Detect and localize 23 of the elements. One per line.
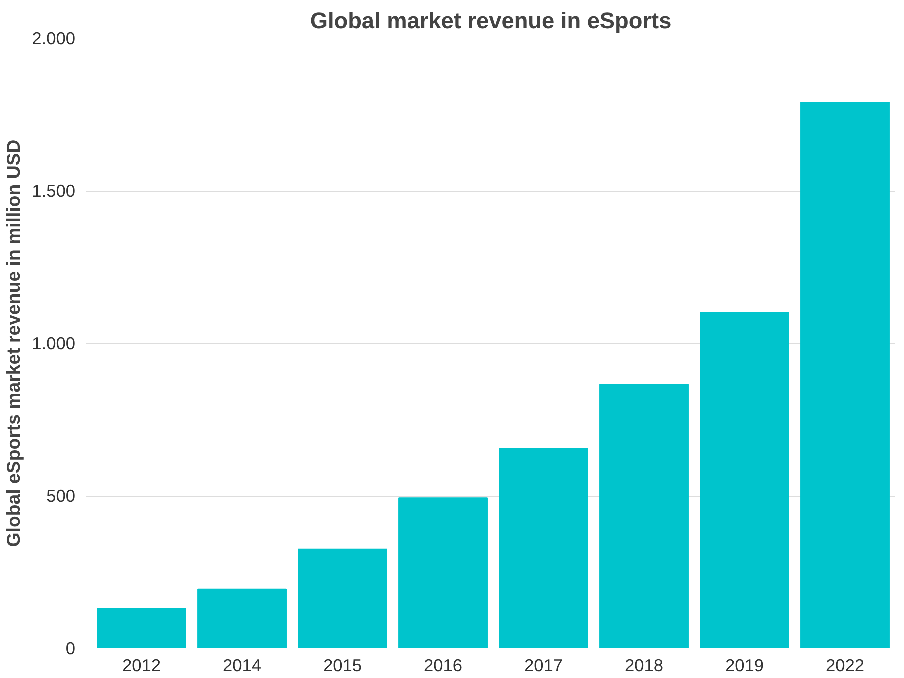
- x-tick-label: 2017: [524, 656, 564, 676]
- y-tick-label: 1.500: [32, 181, 76, 201]
- y-tick-label: 1.000: [32, 334, 76, 354]
- x-tick-label: 2016: [424, 656, 463, 676]
- bar: [600, 384, 689, 648]
- y-tick-label: 2.000: [32, 28, 76, 48]
- y-axis-title: Global eSports market revenue in million USD: [3, 140, 24, 548]
- x-tick-label: 2018: [624, 656, 664, 676]
- y-tick-label: 0: [66, 638, 76, 658]
- y-tick-label: 500: [46, 486, 76, 506]
- bar: [298, 548, 388, 648]
- chart-title: Global market revenue in eSports: [310, 8, 672, 34]
- bar: [198, 588, 287, 648]
- bar: [700, 312, 790, 648]
- x-tick-label: 2022: [826, 656, 865, 676]
- bar: [97, 608, 186, 648]
- bar: [800, 102, 890, 648]
- bar: [398, 498, 488, 648]
- x-tick-label: 2014: [222, 656, 262, 676]
- bar: [499, 448, 588, 648]
- x-tick-label: 2012: [122, 656, 162, 676]
- x-tick-label: 2015: [323, 656, 362, 676]
- x-tick-label: 2019: [725, 656, 764, 676]
